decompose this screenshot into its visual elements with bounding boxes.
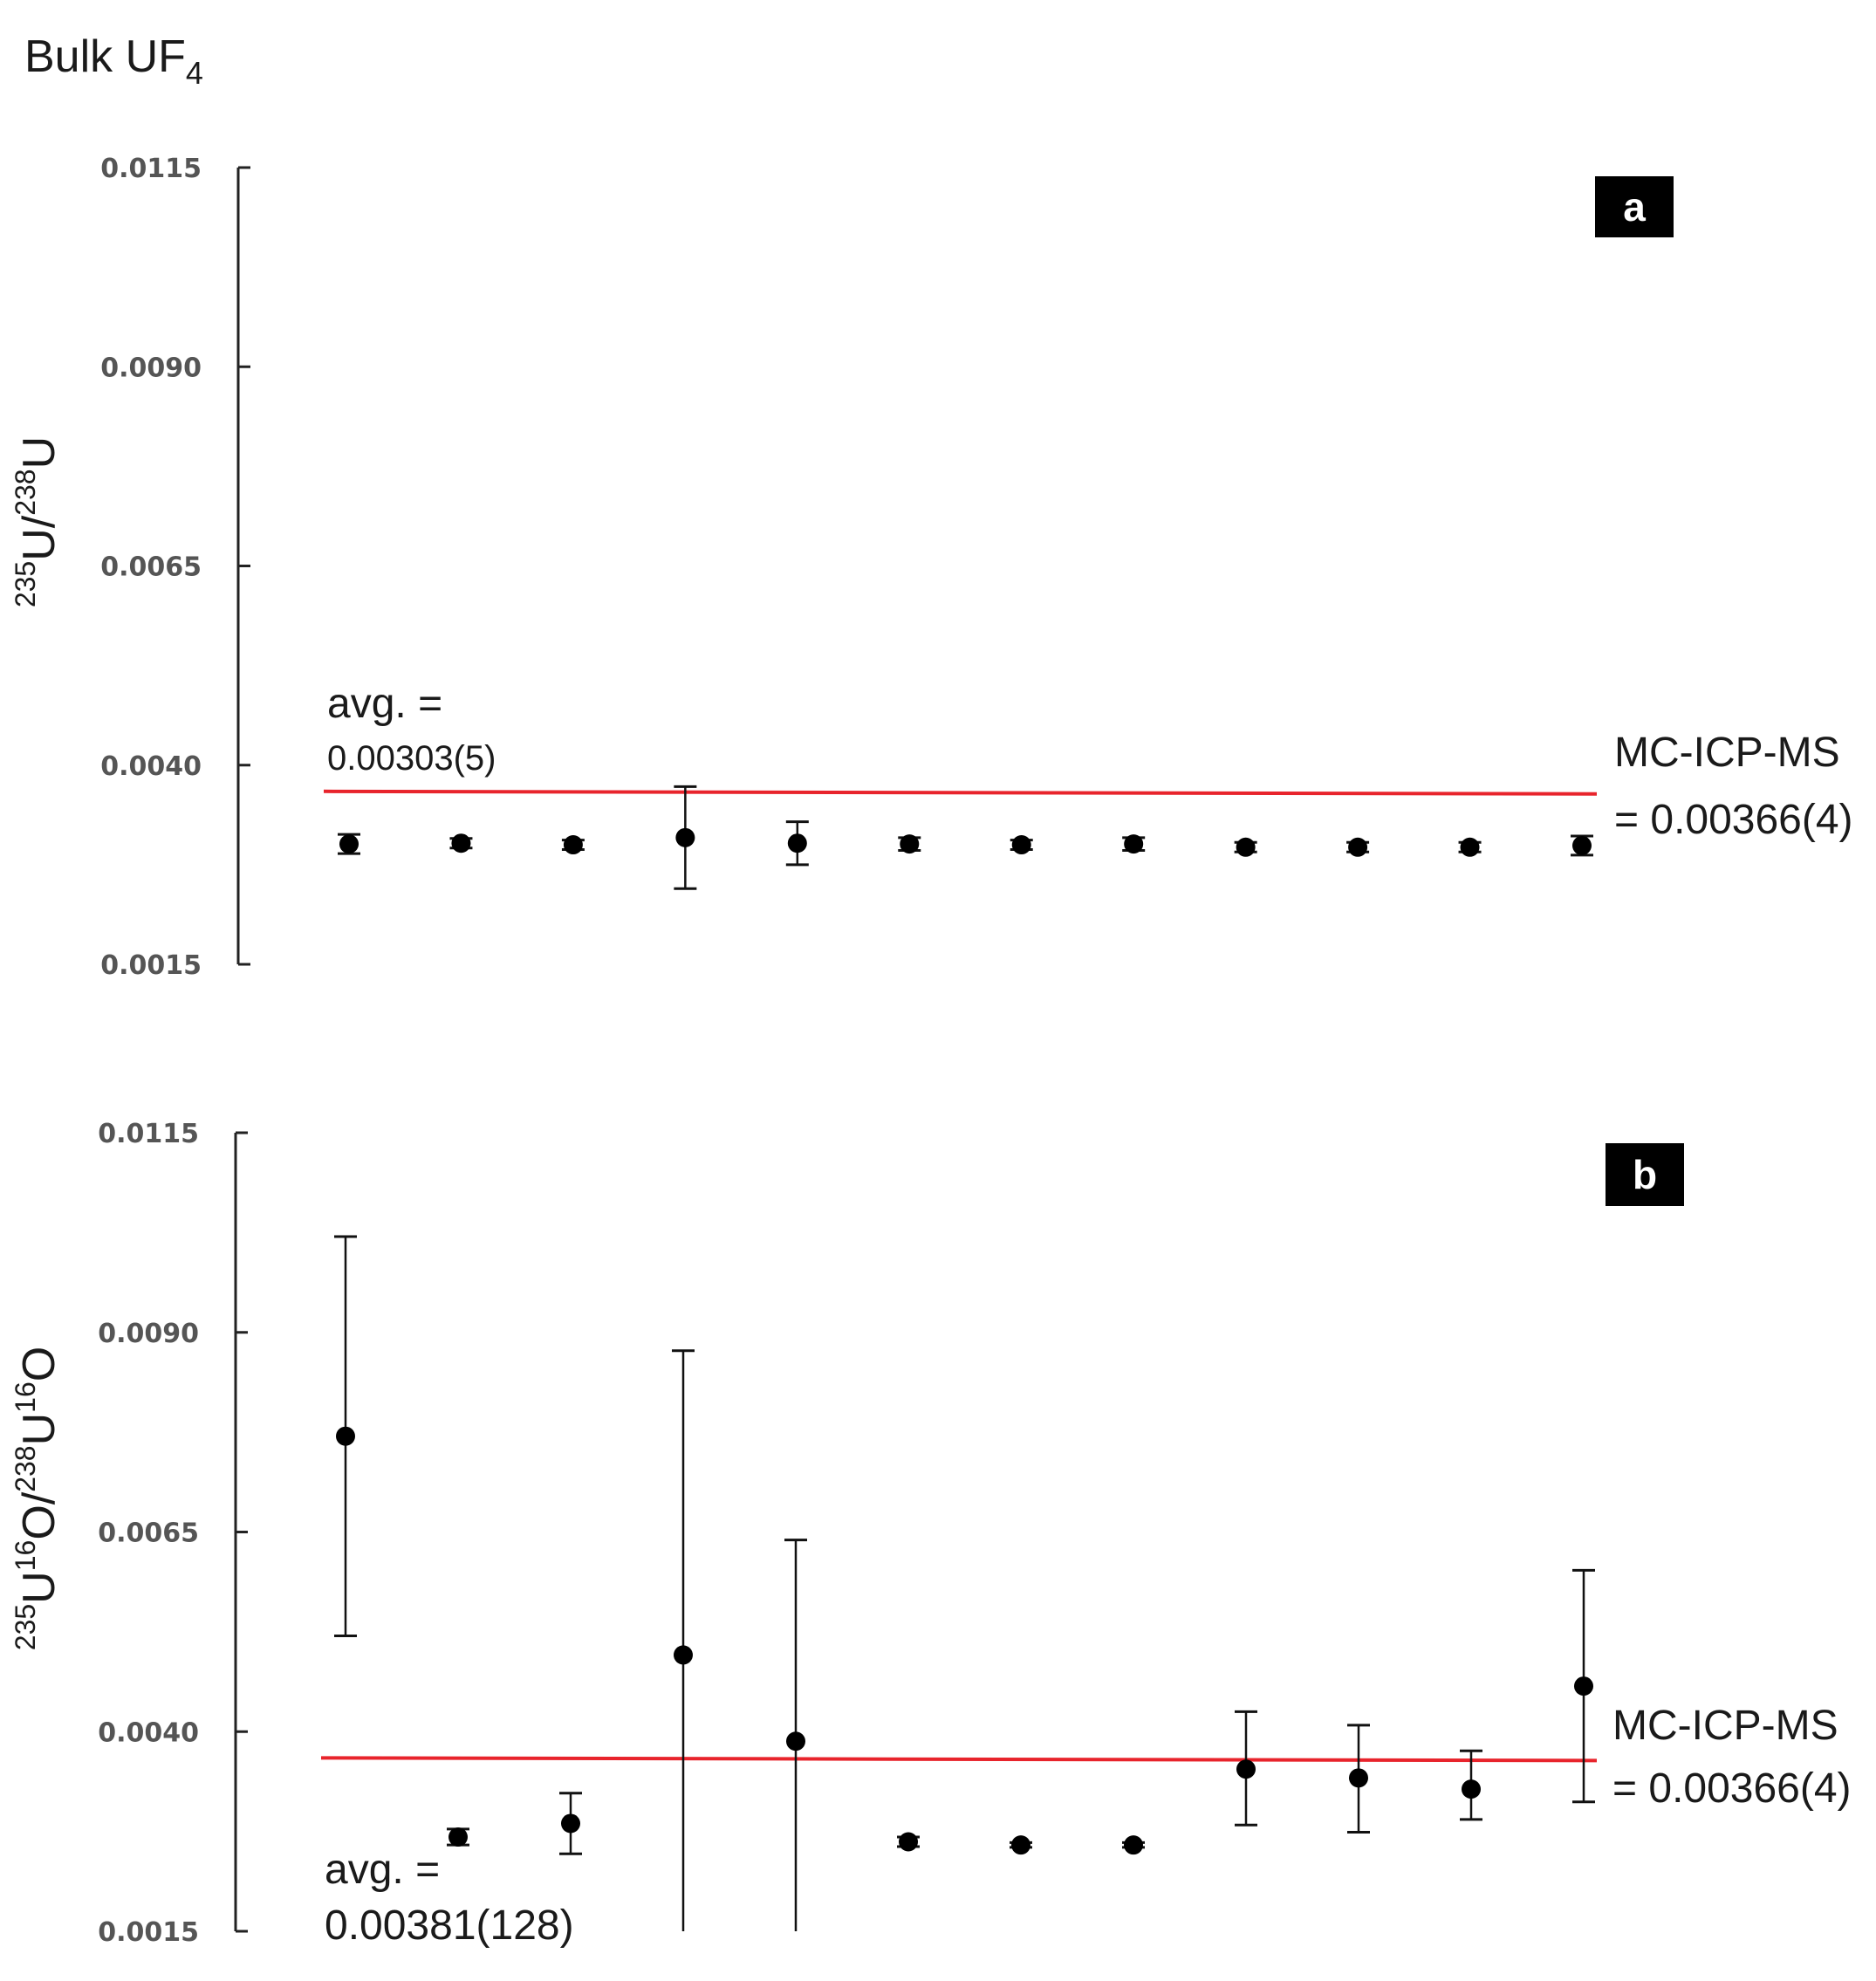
data-point xyxy=(563,835,583,855)
data-point xyxy=(900,834,920,854)
y-axis-label-text: U xyxy=(14,436,65,470)
data-point xyxy=(1462,1779,1481,1799)
y-axis-label-text: U/ xyxy=(14,515,65,561)
ref-label-line1: MC-ICP-MS xyxy=(1612,1703,1838,1749)
y-tick-label: 0.0040 xyxy=(100,751,202,782)
y-tick-label: 0.0015 xyxy=(100,950,202,981)
y-axis-label-text: O/ xyxy=(14,1491,65,1539)
panel-b: 0.01150.00900.00650.00400.0015235U16O/23… xyxy=(10,1119,1852,1949)
data-point xyxy=(675,827,695,847)
avg-label-line2: 0.00381(128) xyxy=(325,1902,574,1949)
data-point xyxy=(1011,835,1031,855)
y-axis-label-superscript: 238 xyxy=(10,469,41,515)
y-tick-label: 0.0040 xyxy=(98,1717,199,1748)
panel-badge-box xyxy=(1606,1143,1684,1206)
avg-label-line1: avg. = xyxy=(325,1847,440,1893)
y-axis-label: 235U/238U xyxy=(10,436,65,607)
error-bar xyxy=(672,1349,695,1931)
ref-label-line1: MC-ICP-MS xyxy=(1614,730,1840,776)
y-axis-label-superscript: 16 xyxy=(10,1540,41,1572)
data-point xyxy=(1124,834,1144,854)
y-tick-label: 0.0090 xyxy=(100,353,202,383)
y-axis-label-text: U xyxy=(14,1571,65,1604)
data-point xyxy=(899,1832,918,1852)
figure-title-text: Bulk UF4 xyxy=(24,31,203,91)
data-point xyxy=(448,1827,468,1847)
y-axis-label-superscript: 235 xyxy=(10,1604,41,1650)
y-axis-label: 235U16O/238U16O xyxy=(10,1347,65,1650)
data-point xyxy=(1348,837,1368,857)
ref-label-line2: = 0.00366(4) xyxy=(1614,797,1853,843)
data-point xyxy=(1572,835,1592,855)
reference-line xyxy=(320,1756,1598,1763)
data-point xyxy=(561,1813,580,1834)
figure-title: Bulk UF4 xyxy=(24,31,203,91)
data-point xyxy=(1236,837,1256,857)
panel-a: 0.01150.00900.00650.00400.0015235U/238Ua… xyxy=(10,154,1853,981)
data-point xyxy=(674,1645,693,1665)
y-axis-label-superscript: 238 xyxy=(10,1445,41,1491)
data-point xyxy=(451,833,471,853)
data-point xyxy=(1349,1768,1368,1788)
y-tick-label: 0.0090 xyxy=(98,1319,199,1349)
y-tick-label: 0.0065 xyxy=(98,1518,199,1549)
y-axis-label-text: O xyxy=(14,1347,65,1381)
y-tick-label: 0.0115 xyxy=(98,1119,199,1149)
y-axis-label-superscript: 235 xyxy=(10,561,41,607)
reference-line xyxy=(323,789,1598,796)
panel-badge-box xyxy=(1595,176,1674,237)
data-point xyxy=(787,833,807,853)
data-point xyxy=(786,1731,805,1751)
data-point xyxy=(339,834,359,854)
data-point xyxy=(336,1426,355,1446)
avg-label-line1: avg. = xyxy=(327,681,442,727)
panel-badge-label: b xyxy=(1633,1152,1657,1197)
y-tick-label: 0.0065 xyxy=(100,552,202,583)
data-point xyxy=(1460,837,1480,857)
y-tick-label: 0.0115 xyxy=(100,154,202,184)
data-point xyxy=(1011,1835,1030,1855)
data-point xyxy=(1574,1676,1593,1697)
data-point xyxy=(1124,1835,1143,1855)
ref-label-line2: = 0.00366(4) xyxy=(1612,1765,1852,1812)
data-point xyxy=(1236,1759,1256,1779)
y-axis-label-text: U xyxy=(14,1413,65,1446)
avg-label-line2: 0.00303(5) xyxy=(327,739,496,778)
panel-badge: a xyxy=(1595,176,1674,237)
y-axis-label-superscript: 16 xyxy=(10,1381,41,1413)
y-tick-label: 0.0015 xyxy=(98,1917,199,1948)
panel-badge-label: a xyxy=(1623,184,1646,230)
panel-badge: b xyxy=(1606,1143,1684,1206)
